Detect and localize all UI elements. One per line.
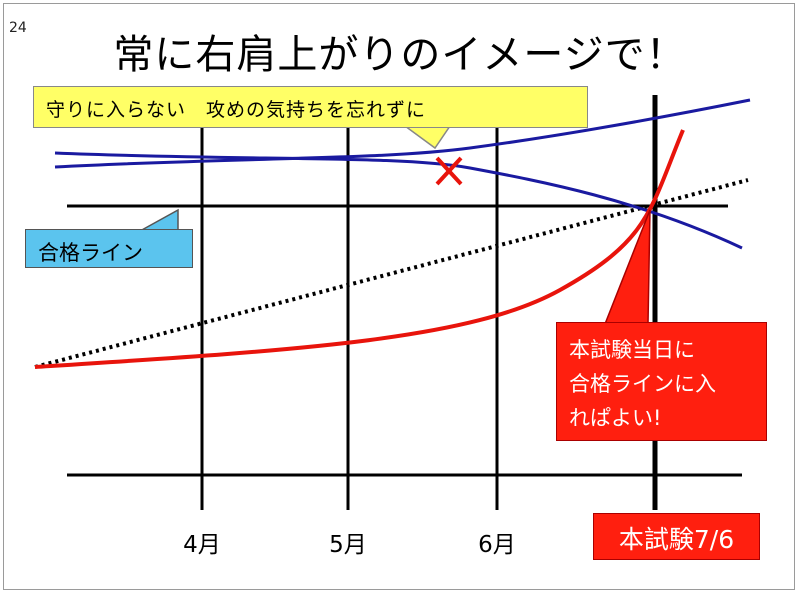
lower-blue-curve [54, 151, 743, 250]
passing-line-callout: 合格ライン [25, 229, 193, 268]
goal-callout-line-2: 合格ラインに入 [569, 372, 716, 396]
goal-pointer [603, 209, 651, 325]
x-mark-icon [435, 156, 463, 186]
passing-line-pointer [139, 208, 179, 232]
slide-frame [3, 3, 795, 590]
red-progress-curve [34, 129, 685, 369]
slide-title: 常に右肩上がりのイメージで！ [113, 32, 687, 78]
goal-callout-line-1: 本試験当日に [569, 338, 695, 362]
goal-callout-line-3: れぱよい! [569, 406, 662, 430]
page-number: 24 [9, 20, 27, 36]
motto-callout: 守りに入らない 攻めの気持ちを忘れずに [33, 86, 588, 128]
month-label-may: 5月 [329, 532, 367, 558]
month-label-april: 4月 [183, 532, 221, 558]
goal-callout: 本試験当日に 合格ラインに入 れぱよい! [556, 322, 767, 441]
month-label-june: 6月 [478, 532, 516, 558]
motto-pointer [402, 125, 452, 150]
exam-date-label: 本試験7/6 [593, 513, 760, 560]
upper-blue-curve [54, 98, 751, 169]
